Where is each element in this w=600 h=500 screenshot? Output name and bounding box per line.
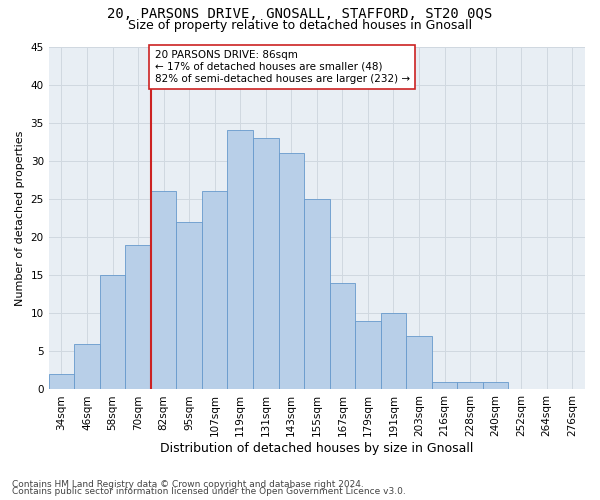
Y-axis label: Number of detached properties: Number of detached properties — [15, 130, 25, 306]
Bar — [380, 313, 406, 390]
Bar — [227, 130, 253, 390]
Bar — [176, 222, 202, 390]
Text: Contains public sector information licensed under the Open Government Licence v3: Contains public sector information licen… — [12, 487, 406, 496]
Bar — [253, 138, 278, 390]
Bar — [406, 336, 432, 390]
Text: 20 PARSONS DRIVE: 86sqm
← 17% of detached houses are smaller (48)
82% of semi-de: 20 PARSONS DRIVE: 86sqm ← 17% of detache… — [155, 50, 410, 84]
Bar — [74, 344, 100, 390]
Bar — [355, 321, 380, 390]
Bar — [151, 192, 176, 390]
X-axis label: Distribution of detached houses by size in Gnosall: Distribution of detached houses by size … — [160, 442, 473, 455]
Bar — [125, 244, 151, 390]
Text: 20, PARSONS DRIVE, GNOSALL, STAFFORD, ST20 0QS: 20, PARSONS DRIVE, GNOSALL, STAFFORD, ST… — [107, 8, 493, 22]
Bar — [432, 382, 457, 390]
Bar — [329, 283, 355, 390]
Bar — [278, 153, 304, 390]
Text: Contains HM Land Registry data © Crown copyright and database right 2024.: Contains HM Land Registry data © Crown c… — [12, 480, 364, 489]
Bar — [304, 199, 329, 390]
Bar — [457, 382, 483, 390]
Bar — [483, 382, 508, 390]
Bar — [49, 374, 74, 390]
Bar — [100, 275, 125, 390]
Bar — [202, 192, 227, 390]
Text: Size of property relative to detached houses in Gnosall: Size of property relative to detached ho… — [128, 19, 472, 32]
